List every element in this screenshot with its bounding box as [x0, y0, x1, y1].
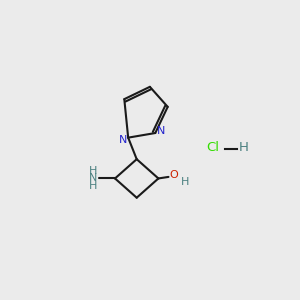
Text: N: N [157, 127, 166, 136]
Text: N: N [89, 173, 98, 184]
Text: H: H [89, 181, 98, 191]
Text: H: H [181, 177, 189, 187]
Text: O: O [169, 170, 178, 180]
Text: H: H [89, 166, 98, 176]
Text: N: N [118, 135, 127, 145]
Text: Cl: Cl [206, 141, 219, 154]
Text: H: H [239, 141, 249, 154]
